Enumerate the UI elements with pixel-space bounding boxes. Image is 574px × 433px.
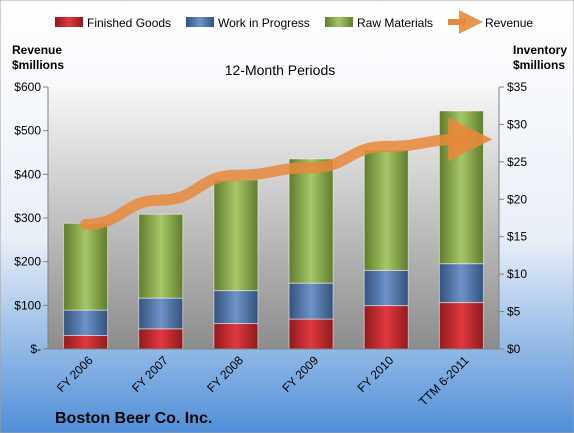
bar-raw-materials-ttm-6-2011 (438, 110, 484, 265)
legend-swatch-raw-materials (325, 17, 353, 27)
left-tick-label: $200 (14, 255, 41, 269)
bar-raw-materials-fy-2008 (213, 179, 259, 292)
legend-item-finished-goods: Finished Goods (55, 16, 171, 30)
right-tick-label: $15 (507, 230, 527, 244)
legend-swatch-finished-goods (55, 17, 83, 27)
bar-finished-goods-fy-2010 (363, 305, 409, 350)
revenue-line-layer (80, 117, 493, 231)
right-axis-title-line2: $millions (513, 58, 565, 72)
legend-label-finished-goods: Finished Goods (87, 16, 171, 30)
bar-layer (63, 110, 484, 350)
left-axis-title-line2: $millions (12, 58, 64, 72)
right-tick-label: $30 (507, 117, 527, 131)
left-tick-label: $600 (14, 80, 41, 94)
bar-work-in-progress-fy-2008 (213, 290, 259, 325)
chart-subtitle: 12-Month Periods (225, 62, 336, 78)
legend-label-raw-materials: Raw Materials (357, 16, 433, 30)
bar-finished-goods-fy-2008 (213, 323, 259, 350)
legend-label-revenue: Revenue (485, 16, 533, 30)
right-axis-title-line1: Inventory (513, 43, 567, 57)
left-axis-title-line1: Revenue (12, 43, 62, 57)
bar-work-in-progress-fy-2006 (63, 309, 109, 337)
bar-work-in-progress-fy-2007 (138, 297, 184, 330)
left-axis-ticks: $- $100 $200 $300 $400 $500 $600 (14, 80, 48, 356)
bar-raw-materials-fy-2009 (288, 158, 334, 284)
bar-work-in-progress-fy-2010 (363, 269, 409, 307)
bar-work-in-progress-fy-2009 (288, 282, 334, 320)
right-tick-label: $20 (507, 192, 527, 206)
legend-swatch-work-in-progress (186, 17, 214, 27)
bar-finished-goods-fy-2007 (138, 328, 184, 350)
company-name: Boston Beer Co. Inc. (55, 410, 212, 427)
left-tick-label: $500 (14, 124, 41, 138)
bar-finished-goods-fy-2009 (288, 318, 334, 350)
bar-work-in-progress-ttm-6-2011 (438, 263, 484, 304)
left-tick-label: $400 (14, 167, 41, 181)
right-tick-label: $25 (507, 155, 527, 169)
legend-item-raw-materials: Raw Materials (325, 16, 433, 30)
bar-raw-materials-fy-2010 (363, 149, 409, 271)
left-tick-label: $100 (14, 298, 41, 312)
bar-finished-goods-ttm-6-2011 (438, 302, 484, 350)
bar-raw-materials-fy-2006 (63, 222, 109, 311)
right-axis-ticks: $0 $5 $10 $15 $20 $25 $30 $35 (499, 80, 527, 356)
right-tick-label: $10 (507, 267, 527, 281)
legend-label-work-in-progress: Work in Progress (218, 16, 310, 30)
revenue-line (80, 117, 493, 231)
legend-item-revenue: Revenue (448, 10, 533, 34)
right-tick-label: $35 (507, 80, 527, 94)
left-tick-label: $300 (14, 211, 41, 225)
legend-item-work-in-progress: Work in Progress (186, 16, 310, 30)
right-tick-label: $0 (507, 342, 521, 356)
bar-raw-materials-fy-2007 (138, 213, 184, 299)
left-tick-label: $- (30, 342, 41, 356)
right-tick-label: $5 (507, 305, 521, 319)
bar-finished-goods-fy-2006 (63, 335, 109, 350)
legend: Finished Goods Work in Progress Raw Mate… (55, 10, 533, 34)
